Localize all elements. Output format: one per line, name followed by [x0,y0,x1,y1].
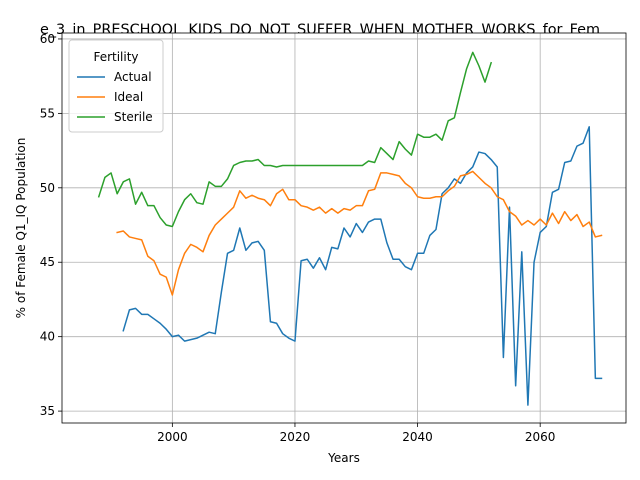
y-tick-label: 35 [40,404,55,418]
plot-frame [61,32,627,424]
series-line-actual [122,126,603,406]
y-tick-label: 50 [40,181,55,195]
legend-label-actual: Actual [114,70,152,84]
y-axis: 35 40 45 50 55 60 [40,32,62,418]
x-axis-label: Years [327,451,360,465]
y-tick-label: 60 [40,32,55,46]
y-tick-label: 45 [40,255,55,269]
grid-lines [62,33,626,423]
legend-title: Fertility [93,50,138,64]
legend-label-ideal: Ideal [114,90,143,104]
series-lines [97,51,603,406]
legend: Fertility Actual Ideal Sterile [68,39,164,133]
series-line-sterile [97,51,493,228]
x-tick-label: 2040 [402,430,433,444]
x-tick-label: 2000 [157,430,188,444]
legend-box [68,39,164,133]
y-tick-label: 40 [40,330,55,344]
legend-label-sterile: Sterile [114,110,153,124]
legend-entries: Actual Ideal Sterile [77,70,153,124]
series-line-ideal [116,170,603,296]
x-tick-label: 2020 [280,430,311,444]
x-axis: 2000 2020 2040 2060 [157,423,555,444]
y-tick-label: 55 [40,106,55,120]
y-axis-label: % of Female Q1_IQ Population [14,138,28,319]
x-tick-label: 2060 [525,430,556,444]
